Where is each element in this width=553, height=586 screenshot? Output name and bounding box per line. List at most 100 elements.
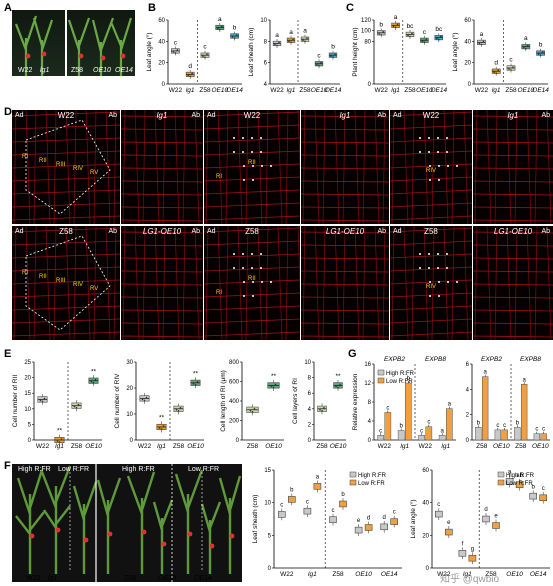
plants-illustration	[15, 464, 242, 582]
x-tick-label: Z58	[476, 443, 488, 450]
significance-letter: c	[203, 44, 207, 51]
tick-label: 10	[260, 18, 267, 24]
tick-label: 10	[24, 407, 31, 413]
box-lg1-low	[468, 552, 477, 565]
x-tick-label: OE10	[85, 443, 102, 450]
x-tick-label: OE10	[187, 443, 204, 450]
box-w22	[171, 46, 180, 56]
box-oe14-high	[529, 490, 537, 503]
box-oe14	[230, 31, 239, 41]
x-tick-label: Z58	[485, 571, 497, 578]
significance-letter: bc	[435, 26, 443, 33]
bar-oe10-low	[501, 429, 508, 441]
tick-label: 16	[364, 362, 371, 368]
photo-low-rfr-right: Low R:FR	[188, 466, 220, 473]
photo-low-rfr-left: Low R:FR	[58, 466, 90, 473]
x-tick-label: OE10	[265, 443, 282, 450]
bar-w22-high	[418, 435, 425, 441]
chart-cell-number-rii: 0 5 10 15 20 25 Cell number of RII W22 ** lg1 Z58 *…	[12, 360, 102, 450]
label-abaxial: Ab	[377, 228, 386, 235]
significance-letter: b	[290, 488, 294, 494]
significance-letter: c	[386, 405, 389, 411]
x-tick-label: W22	[169, 87, 183, 94]
label-oe10: OE10	[93, 67, 111, 74]
tick-label: 20	[158, 61, 165, 67]
y-axis-label: Cell layers of RI	[292, 378, 299, 424]
micrograph-title: W22	[243, 111, 261, 120]
region-tag: RI	[22, 270, 28, 276]
tick-label: 0	[468, 82, 472, 88]
tick-label: 60	[464, 18, 471, 24]
significance-letter: a	[484, 370, 488, 376]
bar-oe10-high	[494, 429, 502, 441]
region-tag: RIV	[73, 282, 84, 288]
tick-label: 6	[264, 61, 268, 67]
region-tag: RI	[22, 154, 28, 160]
x-tick-label: W22	[36, 443, 50, 450]
micrograph-tile: W22 Ad Ab RI RII RIII RIV RV	[12, 110, 120, 224]
bar-w22-high	[377, 435, 385, 441]
label-abaxial: Ab	[191, 112, 200, 119]
chart-cell-layers-ri: 0 2 4 6 8 10 Cell layers of RI Z58 ** OE10	[292, 360, 347, 450]
tick-label: 6	[308, 391, 312, 397]
significance-letter: a	[524, 35, 528, 42]
significance-letter: c	[542, 486, 545, 492]
micrograph-tile: W22 Ad RI RII	[204, 110, 300, 224]
tick-label: 12	[364, 381, 371, 387]
bar-oe10-low	[540, 433, 547, 441]
significance-letter: c	[280, 503, 283, 509]
significance-letter: a	[394, 14, 398, 21]
x-tick-label: W22	[437, 571, 451, 578]
chart-leaf-angle-c: 0 20 40 60 Leaf angle (°) a W22 d lg1 c Z58 a OE10 b O…	[451, 18, 549, 94]
x-tick-label: lg1	[441, 443, 450, 450]
tick-label: 10	[264, 501, 271, 507]
x-tick-label: Z58	[247, 443, 259, 450]
seedling-illustration	[14, 15, 54, 76]
label-lg1: lg1	[40, 67, 50, 74]
significance-letter: d	[188, 63, 192, 70]
tick-label: 6	[466, 362, 470, 368]
tick-label: 8	[308, 376, 312, 382]
chart-cell-number-riv: 0 10 20 30 Cell number of RIV W22 ** lg1 Z58 ** OE…	[114, 360, 204, 450]
y-axis-label: Leaf angle (°)	[409, 499, 417, 538]
x-tick-label: lg1	[287, 87, 296, 94]
micrograph-tile: lg1 Ab	[121, 110, 203, 224]
x-tick-label: lg1	[55, 443, 64, 450]
x-tick-label: W22	[138, 443, 152, 450]
tick-label: 40	[158, 39, 165, 45]
region-tag: RII	[248, 276, 256, 282]
box-oe10	[88, 375, 99, 387]
significance-letter: a	[441, 428, 445, 434]
panel-f-photo: High R:FR Low R:FR High R:FR Low R:FR	[12, 464, 242, 582]
box-z58	[173, 403, 184, 415]
x-tick-label: lg1	[492, 87, 501, 94]
significance-letter: a	[508, 470, 512, 476]
box-oe10	[267, 379, 280, 391]
region-tag: RV	[90, 170, 99, 176]
significance-letter: a	[303, 28, 307, 35]
micrograph-title: lg1	[156, 111, 168, 120]
legend-g: High R:FR Low R:FR	[377, 369, 415, 385]
significance-letter: e	[357, 518, 361, 524]
tick-label: 15	[264, 468, 271, 474]
x-tick-label: W22	[270, 87, 284, 94]
micrograph-tile: LG1-OE10 Ab	[473, 226, 553, 340]
box-oe14	[328, 50, 338, 60]
gene-label: EXPB2	[384, 356, 405, 363]
significance-letter: b	[233, 25, 237, 32]
label-abaxial: Ab	[377, 112, 386, 119]
significance-letter: c	[423, 29, 427, 36]
tick-label: 40	[422, 501, 429, 507]
x-tick-label: OE10	[355, 571, 372, 578]
box-z58-low	[339, 498, 347, 510]
y-axis-label: Leaf angle (°)	[146, 32, 153, 71]
x-tick-label: Z58	[71, 443, 83, 450]
tick-label: 8	[264, 39, 268, 45]
photo-high-rfr-left: High R:FR	[18, 466, 51, 473]
box-w22	[477, 37, 486, 47]
box-z58	[506, 63, 516, 73]
label-adaxial: Ad	[393, 112, 402, 119]
box-lg1-high	[303, 505, 312, 518]
